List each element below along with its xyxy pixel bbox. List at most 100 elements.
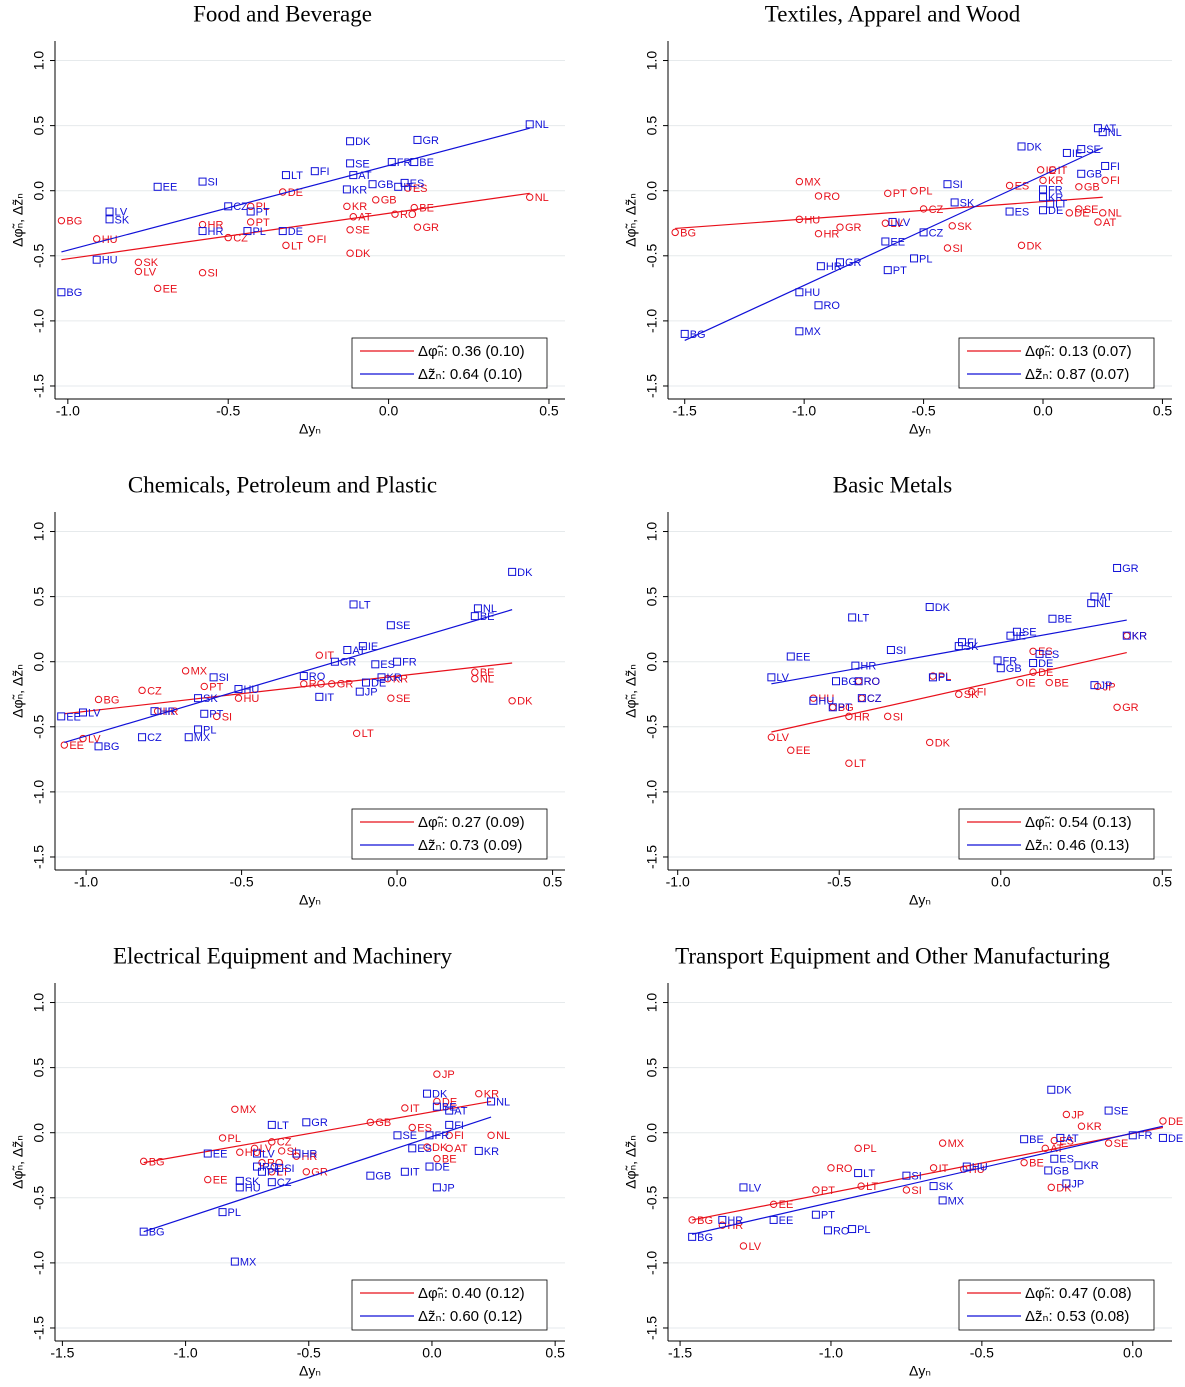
x-tick-label: -1.0 — [819, 1345, 843, 1361]
point-label: BG — [841, 676, 857, 688]
y-tick-label: 1.0 — [644, 522, 660, 542]
point — [1029, 659, 1038, 668]
point — [1006, 631, 1015, 640]
point-label: BE — [1054, 677, 1069, 689]
point — [423, 1143, 431, 1151]
point — [1047, 1085, 1056, 1094]
point — [845, 759, 853, 767]
point-label: RO — [864, 676, 881, 688]
point-label: LT — [277, 1167, 289, 1179]
point — [198, 220, 207, 229]
point — [814, 301, 823, 310]
point — [268, 1168, 276, 1176]
point-label: EE — [213, 1174, 228, 1186]
point — [832, 677, 840, 686]
point-label: LV — [260, 1143, 273, 1155]
point — [310, 167, 319, 176]
point — [925, 603, 934, 612]
y-tick-label: 0.5 — [31, 116, 47, 136]
point-label: FI — [320, 166, 330, 178]
point — [410, 203, 418, 212]
point-label: SE — [1086, 144, 1101, 156]
point-label: CZ — [147, 685, 162, 697]
point — [139, 1157, 148, 1166]
fit-line — [771, 652, 1127, 733]
point — [387, 694, 395, 702]
point-label: LT — [362, 728, 374, 740]
point-label: SK — [115, 214, 130, 226]
y-tick-label: -0.5 — [644, 715, 660, 739]
point — [1046, 199, 1055, 208]
point-label: RO — [262, 1161, 279, 1173]
point — [508, 697, 516, 705]
point-label: FI — [977, 687, 987, 699]
point — [1094, 218, 1102, 226]
point-label: HU — [972, 1161, 988, 1173]
point-label: SK — [203, 693, 218, 705]
point-label: BG — [66, 287, 82, 299]
point — [275, 1163, 284, 1172]
point — [57, 216, 66, 225]
y-tick-label: -1.0 — [31, 1251, 47, 1275]
point — [343, 645, 352, 654]
point — [194, 725, 203, 734]
point-label: MX — [194, 732, 211, 744]
y-tick-label: 0.0 — [31, 652, 47, 672]
legend-label: Δφ̃ₙ: 0.40 (0.12) — [418, 1285, 525, 1302]
point-label: SI — [896, 645, 906, 657]
x-tick-label: 0.0 — [387, 874, 407, 890]
legend-label: Δz̃ₙ: 0.53 (0.08) — [1025, 1308, 1129, 1325]
point-label: RO — [836, 1163, 853, 1175]
point — [236, 1148, 244, 1156]
point-label: HU — [804, 214, 820, 226]
point — [235, 1176, 244, 1185]
x-tick-label: -1.0 — [666, 874, 690, 890]
legend-label: Δφ̃ₙ: 0.13 (0.07) — [1025, 343, 1132, 360]
point — [929, 1182, 938, 1191]
point — [307, 235, 316, 243]
y-tick-label: -0.5 — [31, 244, 47, 268]
point — [767, 733, 776, 741]
point — [910, 254, 919, 263]
point — [1062, 1179, 1071, 1188]
point — [134, 267, 143, 276]
point — [475, 1089, 483, 1098]
point — [1123, 631, 1131, 640]
point-label: EE — [796, 745, 811, 757]
point-label: BE — [480, 611, 495, 623]
point — [996, 664, 1005, 673]
point — [366, 1118, 375, 1126]
point — [1065, 209, 1073, 217]
point — [902, 1186, 911, 1194]
fit-line — [61, 127, 530, 253]
point-label: KR — [352, 201, 367, 213]
panel: Electrical Equipment and Machinery-1.5-1… — [10, 943, 565, 1378]
point-label: BE — [1029, 1134, 1044, 1146]
point-label: PT — [209, 709, 223, 721]
point-label: FI — [1110, 161, 1120, 173]
point-label: ES — [413, 183, 428, 195]
point-label: BE — [419, 203, 434, 215]
point — [181, 667, 190, 675]
point-label: BG — [838, 702, 854, 714]
point-label: EE — [66, 711, 81, 723]
point-label: NL — [483, 603, 497, 615]
point — [413, 135, 422, 144]
point — [1039, 176, 1047, 184]
point-label: PT — [209, 681, 223, 693]
point-label: KR — [1048, 175, 1063, 187]
panel: Food and Beverage -1.5 -1.0 -0.5 0.0 0.5 1.0 -1… — [10, 1, 565, 437]
point-label: RO — [267, 1158, 284, 1170]
point — [835, 258, 844, 267]
point-label: AT — [352, 645, 366, 657]
point-label: RO — [864, 676, 881, 688]
point — [366, 1171, 375, 1180]
point-label: NL — [480, 674, 494, 686]
panel-title: Electrical Equipment and Machinery — [113, 943, 453, 968]
point-label: KR — [387, 672, 402, 684]
panel: Transport Equipment and Other Manufactur… — [623, 943, 1184, 1378]
x-tick-label: -1.0 — [792, 403, 816, 419]
point — [246, 218, 255, 226]
point — [198, 227, 207, 236]
point — [200, 682, 208, 691]
